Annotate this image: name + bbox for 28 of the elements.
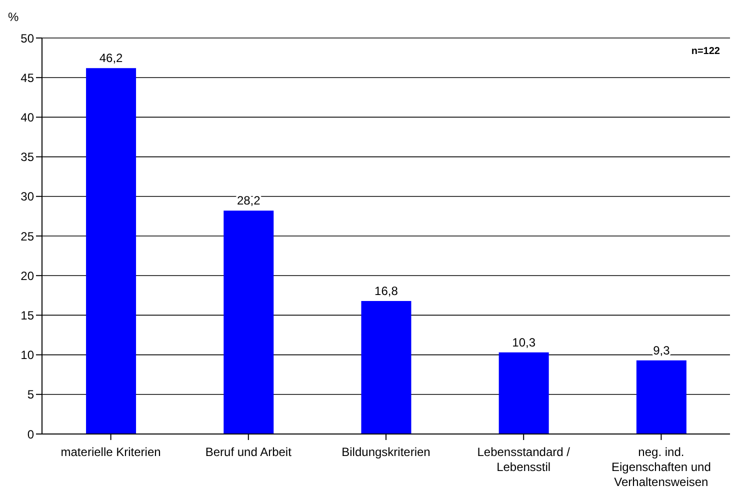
data-label: 46,2: [99, 51, 124, 66]
bar: [361, 300, 412, 434]
x-tick-label: Lebensstandard / Lebensstil: [477, 445, 571, 474]
bar: [224, 210, 274, 434]
data-label: 16,8: [374, 284, 398, 298]
y-tick-label: 20: [20, 268, 34, 283]
x-tick-label: neg. ind. Eigenschaften und Verhaltensweisen: [611, 445, 711, 489]
y-axis-title: %: [8, 10, 19, 24]
y-tick-label: 10: [20, 348, 34, 362]
data-label: 28,2: [236, 194, 261, 208]
x-tick-label: Beruf und Arbeit: [205, 445, 292, 459]
y-tick-label: 45: [20, 70, 34, 85]
y-tick-label: 35: [20, 150, 34, 164]
y-tick-label: 0: [27, 427, 34, 442]
bar: [498, 352, 549, 434]
y-tick-label: 25: [20, 229, 34, 244]
annotation: n=122: [691, 46, 720, 57]
y-tick-label: 50: [20, 31, 34, 46]
x-tick-label: Bildungskriterien: [342, 445, 430, 459]
bar: [86, 68, 136, 434]
y-tick-label: 5: [27, 388, 34, 402]
y-tick-label: 40: [20, 110, 34, 124]
x-tick-label: materielle Kriterien: [60, 445, 161, 459]
data-label: 9,3: [653, 343, 670, 358]
y-tick-label: 15: [20, 308, 34, 322]
data-label: 10,3: [512, 335, 536, 350]
bar: [636, 360, 686, 434]
y-tick-label: 30: [20, 190, 34, 204]
